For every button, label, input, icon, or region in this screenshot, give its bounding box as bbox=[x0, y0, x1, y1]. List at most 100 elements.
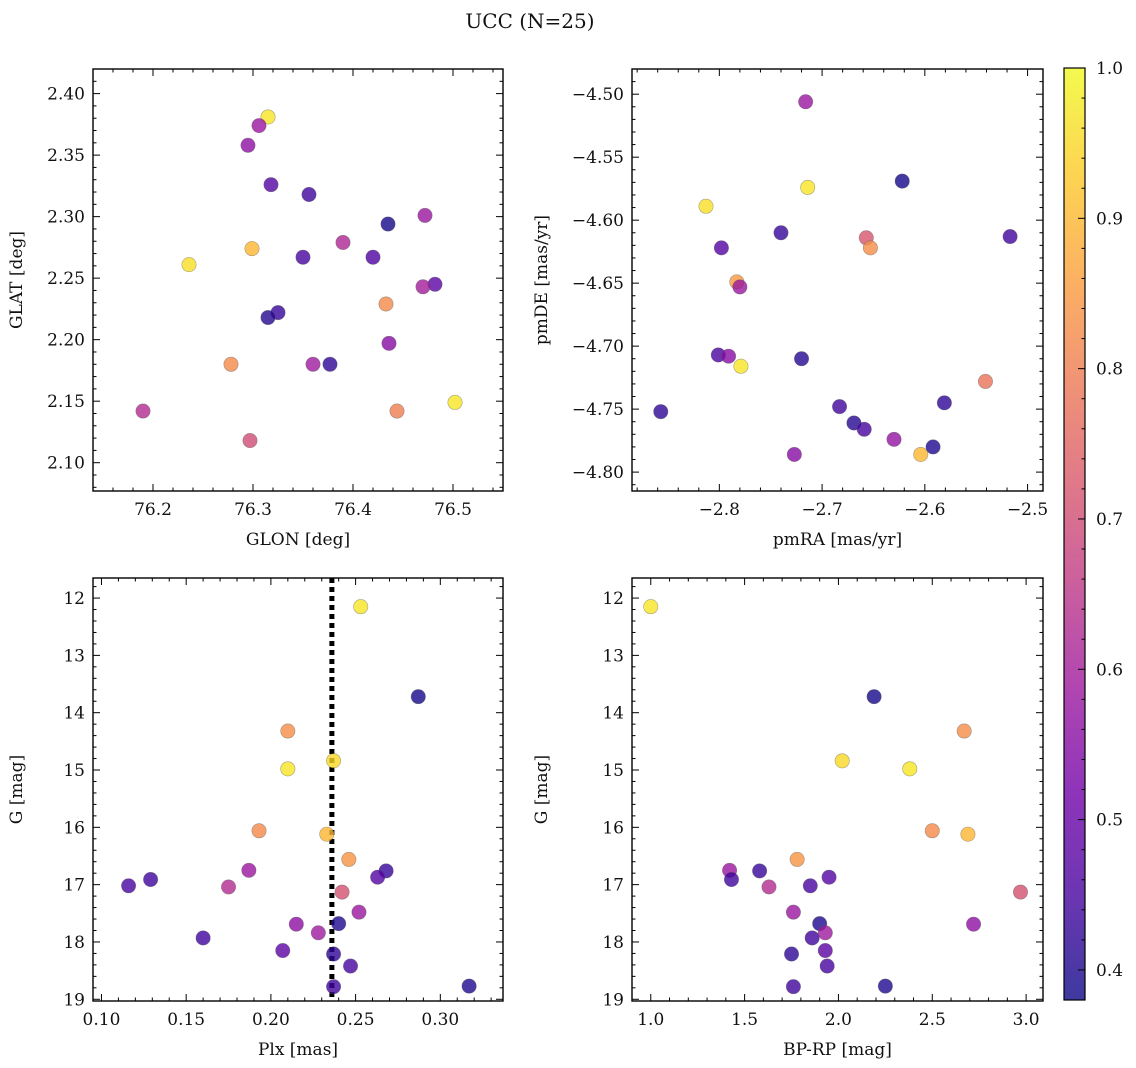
x-axis-label: BP-RP [mag] bbox=[783, 1040, 892, 1060]
y-tick-label: 2.20 bbox=[47, 331, 85, 351]
axes-frame bbox=[631, 577, 1044, 1002]
x-tick-label: 0.25 bbox=[337, 1010, 375, 1030]
y-tick-label: 14 bbox=[63, 704, 85, 724]
scatter-point bbox=[785, 904, 801, 920]
scatter-point bbox=[698, 198, 714, 214]
scatter-point bbox=[894, 173, 910, 189]
scatter-point bbox=[305, 356, 321, 372]
scatter-point bbox=[794, 351, 810, 367]
x-tick-label: 2.5 bbox=[919, 1010, 946, 1030]
scatter-point bbox=[251, 823, 267, 839]
scatter-point bbox=[877, 978, 893, 994]
scatter-point bbox=[380, 216, 396, 232]
y-tick-label: −4.55 bbox=[572, 148, 624, 168]
y-tick-label: 13 bbox=[63, 646, 85, 666]
y-tick-label: 17 bbox=[63, 876, 85, 896]
x-tick-label: −2.7 bbox=[801, 500, 842, 520]
scatter-point bbox=[322, 356, 338, 372]
y-tick-label: 15 bbox=[602, 761, 624, 781]
scatter-point bbox=[280, 723, 296, 739]
scatter-point bbox=[242, 433, 258, 449]
colorbar-tick-label: 0.4 bbox=[1096, 961, 1123, 981]
scatter-point bbox=[821, 869, 837, 885]
scatter-point bbox=[752, 863, 768, 879]
y-tick-label: 19 bbox=[602, 990, 624, 1010]
x-tick-label: 1.0 bbox=[637, 1010, 664, 1030]
scatter-point bbox=[343, 958, 359, 974]
y-tick-label: 2.15 bbox=[47, 392, 85, 412]
scatter-point bbox=[1002, 229, 1018, 245]
scatter-point bbox=[804, 930, 820, 946]
scatter-point bbox=[798, 94, 814, 110]
y-tick-label: 16 bbox=[63, 818, 85, 838]
y-axis-label: G [mag] bbox=[532, 755, 552, 824]
scatter-point bbox=[960, 826, 976, 842]
colorbar-tick-label: 0.7 bbox=[1096, 510, 1123, 530]
scatter-point bbox=[913, 446, 929, 462]
scatter-point bbox=[143, 871, 159, 887]
scatter-point bbox=[802, 878, 818, 894]
ticks bbox=[93, 578, 503, 1001]
x-tick-label: 1.5 bbox=[731, 1010, 758, 1030]
y-tick-label: −4.75 bbox=[572, 400, 624, 420]
scatter-point bbox=[251, 118, 267, 134]
scatter-point bbox=[966, 916, 982, 932]
scatter-point bbox=[310, 925, 326, 941]
panel-cmd: 1.0 1.5 2.0 2.5 3.0 12 13 14 15 16 17 18 19 BP-RP [ma… bbox=[532, 577, 1044, 1060]
y-tick-label: 12 bbox=[63, 589, 85, 609]
scatter-point bbox=[121, 878, 137, 894]
scatter-point bbox=[288, 916, 304, 932]
axes-frame bbox=[92, 68, 504, 492]
scatter-point bbox=[977, 373, 993, 389]
x-axis-label: GLON [deg] bbox=[246, 530, 350, 550]
scatter-point bbox=[789, 851, 805, 867]
scatter-points bbox=[643, 599, 1028, 995]
scatter-point bbox=[819, 958, 835, 974]
scatter-point bbox=[326, 946, 342, 962]
scatter-point bbox=[817, 925, 833, 941]
x-tick-label: 76.3 bbox=[234, 500, 272, 520]
x-tick-label: 0.10 bbox=[83, 1010, 121, 1030]
colorbar-tick-label: 0.9 bbox=[1096, 209, 1123, 229]
x-tick-label: −2.6 bbox=[904, 500, 945, 520]
ticks bbox=[93, 68, 503, 491]
y-tick-label: 15 bbox=[63, 761, 85, 781]
scatter-point bbox=[195, 930, 211, 946]
x-tick-label: 76.4 bbox=[334, 500, 372, 520]
scatter-point bbox=[415, 279, 431, 295]
scatter-point bbox=[275, 943, 291, 959]
scatter-point bbox=[862, 240, 878, 256]
scatter-point bbox=[417, 207, 433, 223]
scatter-point bbox=[886, 431, 902, 447]
scatter-point bbox=[643, 599, 659, 615]
y-tick-label: 2.30 bbox=[47, 208, 85, 228]
scatter-point bbox=[410, 689, 426, 705]
y-tick-label: 19 bbox=[63, 990, 85, 1010]
scatter-point bbox=[335, 234, 351, 250]
scatter-point bbox=[181, 257, 197, 273]
scatter-point bbox=[331, 916, 347, 932]
y-axis-label: G [mag] bbox=[7, 755, 27, 824]
y-tick-label: 18 bbox=[63, 933, 85, 953]
scatter-point bbox=[924, 823, 940, 839]
scatter-point bbox=[301, 186, 317, 202]
scatter-point bbox=[241, 862, 257, 878]
scatter-point bbox=[936, 395, 952, 411]
y-tick-label: 12 bbox=[602, 589, 624, 609]
scatter-point bbox=[653, 404, 669, 420]
x-tick-label: 76.2 bbox=[134, 500, 172, 520]
scatter-point bbox=[773, 225, 789, 241]
scatter-point bbox=[785, 979, 801, 995]
scatter-points bbox=[135, 109, 463, 449]
scatter-point bbox=[713, 240, 729, 256]
scatter-point bbox=[244, 241, 260, 257]
scatter-point bbox=[221, 879, 237, 895]
y-tick-label: 2.25 bbox=[47, 269, 85, 289]
scatter-point bbox=[353, 599, 369, 615]
scatter-point bbox=[135, 403, 151, 419]
colorbar-gradient bbox=[1063, 67, 1086, 1001]
colorbar-tick-label: 0.5 bbox=[1096, 811, 1123, 831]
scatter-point bbox=[378, 296, 394, 312]
scatter-point bbox=[721, 348, 737, 364]
